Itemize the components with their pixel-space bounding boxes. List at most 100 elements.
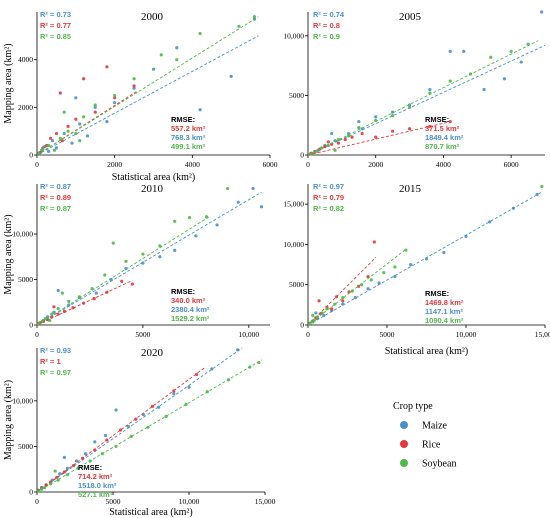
soybean-point bbox=[50, 312, 54, 316]
rice-point bbox=[374, 135, 378, 139]
maize-point bbox=[194, 234, 198, 238]
soybean-point bbox=[53, 469, 57, 473]
x-tick-label: 4000 bbox=[436, 160, 451, 169]
x-tick-label: 10,000 bbox=[239, 330, 260, 339]
rice-point bbox=[334, 295, 339, 299]
maize-r2-label: R² = 0.74 bbox=[313, 10, 345, 19]
soybean-point bbox=[509, 49, 513, 53]
maize-point bbox=[172, 391, 176, 396]
rice-point bbox=[195, 372, 199, 377]
soybean-point bbox=[184, 402, 188, 407]
soybean-point bbox=[237, 24, 241, 28]
rice-point bbox=[71, 463, 76, 468]
soybean-point bbox=[326, 143, 330, 148]
maize-point bbox=[251, 186, 255, 191]
x-axis-label: Statistical area (km²) bbox=[385, 346, 469, 357]
x-tick-label: 0 bbox=[35, 330, 39, 339]
soybean-legend-marker bbox=[400, 459, 408, 467]
rice-point bbox=[448, 120, 452, 124]
maize-rmse-value: 1849.4 km² bbox=[425, 133, 464, 142]
soybean-point bbox=[37, 151, 41, 156]
rice-point bbox=[105, 438, 109, 442]
soybean-point bbox=[448, 79, 452, 83]
maize-point bbox=[56, 288, 60, 293]
maize-legend-label: Maize bbox=[422, 421, 448, 432]
y-tick-label: 5000 bbox=[289, 280, 304, 289]
rice-point bbox=[407, 127, 412, 131]
y-tick-label: 10,000 bbox=[283, 31, 304, 40]
soybean-point bbox=[36, 489, 41, 493]
rice-point bbox=[74, 117, 78, 121]
rice-r2-label: R² = 0.8 bbox=[313, 21, 340, 30]
soybean-r2-label: R² = 0.82 bbox=[313, 204, 344, 213]
maize-point bbox=[428, 87, 432, 92]
maize-point bbox=[215, 223, 219, 227]
x-tick-label: 5000 bbox=[135, 330, 150, 339]
maize-fit-line bbox=[307, 44, 546, 156]
x-tick-label: 15,000 bbox=[535, 330, 550, 339]
soybean-point bbox=[205, 390, 209, 394]
soybean-point bbox=[226, 378, 231, 382]
maize-rmse-value: 2380.4 km² bbox=[171, 305, 210, 314]
rice-rmse-value: 1469.8 km² bbox=[425, 298, 464, 307]
rice-point bbox=[391, 129, 395, 133]
soybean-point bbox=[146, 425, 150, 429]
soybean-point bbox=[407, 105, 412, 109]
maize-point bbox=[357, 120, 361, 124]
soybean-point bbox=[204, 215, 209, 219]
rice-point bbox=[132, 84, 136, 88]
chart-panels: 0 2000 4000 6000 0 2000 4000 2000 Statistical ar… bbox=[3, 10, 550, 518]
rmse-title: RMSE: bbox=[171, 115, 195, 124]
soybean-point bbox=[48, 318, 52, 323]
soybean-point bbox=[257, 360, 261, 365]
x-tick-label: 0 bbox=[306, 330, 310, 339]
maize-point bbox=[132, 86, 136, 90]
soybean-point bbox=[336, 137, 341, 142]
rice-point bbox=[62, 470, 66, 474]
soybean-point bbox=[56, 307, 60, 311]
soybean-point bbox=[226, 186, 230, 191]
maize-r2-label: R² = 0.87 bbox=[40, 182, 71, 191]
soybean-point bbox=[248, 365, 252, 369]
chart-2000: 0 2000 4000 6000 0 2000 4000 2000 Statistical ar… bbox=[3, 10, 278, 183]
maize-point bbox=[464, 234, 468, 238]
maize-point bbox=[448, 49, 452, 53]
soybean-point bbox=[113, 93, 117, 98]
maize-point bbox=[84, 452, 88, 456]
soybean-point bbox=[90, 287, 94, 291]
rice-legend-marker bbox=[400, 440, 408, 448]
soybean-point bbox=[526, 42, 530, 46]
soybean-point bbox=[40, 319, 44, 323]
soybean-point bbox=[382, 271, 386, 275]
soybean-point bbox=[78, 139, 82, 143]
soybean-point bbox=[158, 244, 162, 248]
y-axis-label: Mapping area (km²) bbox=[3, 214, 14, 294]
chart-title: 2010 bbox=[141, 183, 164, 195]
maize-point bbox=[93, 440, 97, 444]
soybean-rmse-value: 499.1 km² bbox=[171, 142, 206, 151]
maize-point bbox=[78, 122, 82, 126]
maize-point bbox=[540, 10, 544, 14]
soybean-point bbox=[164, 414, 168, 418]
maize-r2-label: R² = 0.73 bbox=[40, 10, 71, 19]
rice-point bbox=[93, 448, 97, 452]
y-tick-label: 0 bbox=[300, 151, 304, 160]
x-tick-label: 10,000 bbox=[456, 330, 477, 339]
maize-point bbox=[70, 141, 74, 145]
soybean-point bbox=[320, 311, 324, 315]
maize-rmse-value: 1518.0 km² bbox=[78, 481, 117, 490]
soybean-point bbox=[173, 219, 177, 223]
rmse-title: RMSE: bbox=[78, 463, 102, 472]
rice-r2-label: R² = 1 bbox=[40, 357, 61, 366]
maize-point bbox=[502, 77, 506, 81]
soybean-point bbox=[428, 91, 432, 95]
soybean-point bbox=[187, 216, 192, 220]
soybean-point bbox=[350, 289, 354, 293]
y-axis-label: Mapping area (km²) bbox=[3, 380, 14, 460]
rice-point bbox=[330, 307, 334, 311]
maize-legend-marker bbox=[400, 421, 408, 429]
x-tick-label: 5000 bbox=[380, 330, 395, 339]
soybean-fit-line bbox=[307, 40, 539, 156]
maize-point bbox=[198, 108, 202, 112]
